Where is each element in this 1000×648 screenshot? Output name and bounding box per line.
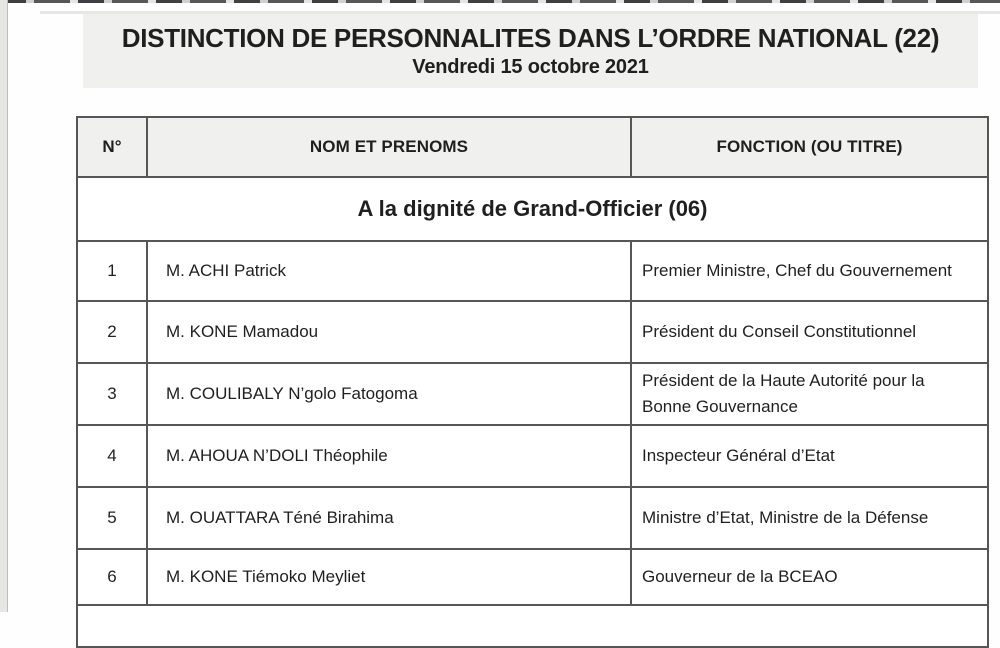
recipient-name: M. COULIBALY N’golo Fatogoma — [146, 362, 632, 426]
col-header-number: N° — [76, 116, 148, 178]
recipient-name: M. OUATTARA Téné Birahima — [146, 486, 632, 550]
recipient-function: Inspecteur Général d’Etat — [630, 424, 989, 488]
partial-next-row-cell — [76, 604, 989, 648]
row-number: 2 — [76, 300, 148, 364]
col-header-function: FONCTION (OU TITRE) — [630, 116, 989, 178]
dignity-section-title: A la dignité de Grand-Officier (06) — [76, 176, 989, 242]
recipient-function: Premier Ministre, Chef du Gouvernement — [630, 240, 989, 302]
row-number: 5 — [76, 486, 148, 550]
table-row: 3 M. COULIBALY N’golo Fatogoma Président… — [76, 362, 989, 426]
row-number: 3 — [76, 362, 148, 426]
recipient-name: M. KONE Tiémoko Meyliet — [146, 548, 632, 606]
recipient-function: Président du Conseil Constitutionnel — [630, 300, 989, 364]
table-row: 4 M. AHOUA N’DOLI Théophile Inspecteur G… — [76, 424, 989, 488]
page-edge-strip — [0, 0, 8, 612]
recipient-name: M. AHOUA N’DOLI Théophile — [146, 424, 632, 488]
recipient-function: Gouverneur de la BCEAO — [630, 548, 989, 606]
document-title-block: DISTINCTION DE PERSONNALITES DANS L’ORDR… — [83, 14, 978, 88]
table-row: 2 M. KONE Mamadou Président du Conseil C… — [76, 300, 989, 364]
table-row: 6 M. KONE Tiémoko Meyliet Gouverneur de … — [76, 548, 989, 606]
page-title: DISTINCTION DE PERSONNALITES DANS L’ORDR… — [121, 23, 940, 53]
row-number: 4 — [76, 424, 148, 488]
scan-line-artifact — [40, 11, 1000, 14]
recipient-name: M. KONE Mamadou — [146, 300, 632, 364]
row-number: 6 — [76, 548, 148, 606]
partial-next-row — [76, 604, 989, 648]
recipient-function: Président de la Haute Autorité pour la B… — [630, 362, 989, 426]
section-header-row: A la dignité de Grand-Officier (06) — [76, 176, 989, 242]
recipient-function: Ministre d’Etat, Ministre de la Défense — [630, 486, 989, 550]
col-header-name: NOM ET PRENOMS — [146, 116, 632, 178]
page-date: Vendredi 15 octobre 2021 — [412, 56, 649, 78]
scan-noise-artifact — [0, 0, 1000, 3]
table-row: 5 M. OUATTARA Téné Birahima Ministre d’E… — [76, 486, 989, 550]
recipient-name: M. ACHI Patrick — [146, 240, 632, 302]
row-number: 1 — [76, 240, 148, 302]
table-header-row: N° NOM ET PRENOMS FONCTION (OU TITRE) — [76, 116, 989, 178]
awards-table: N° NOM ET PRENOMS FONCTION (OU TITRE) A … — [76, 116, 989, 648]
table-row: 1 M. ACHI Patrick Premier Ministre, Chef… — [76, 240, 989, 302]
